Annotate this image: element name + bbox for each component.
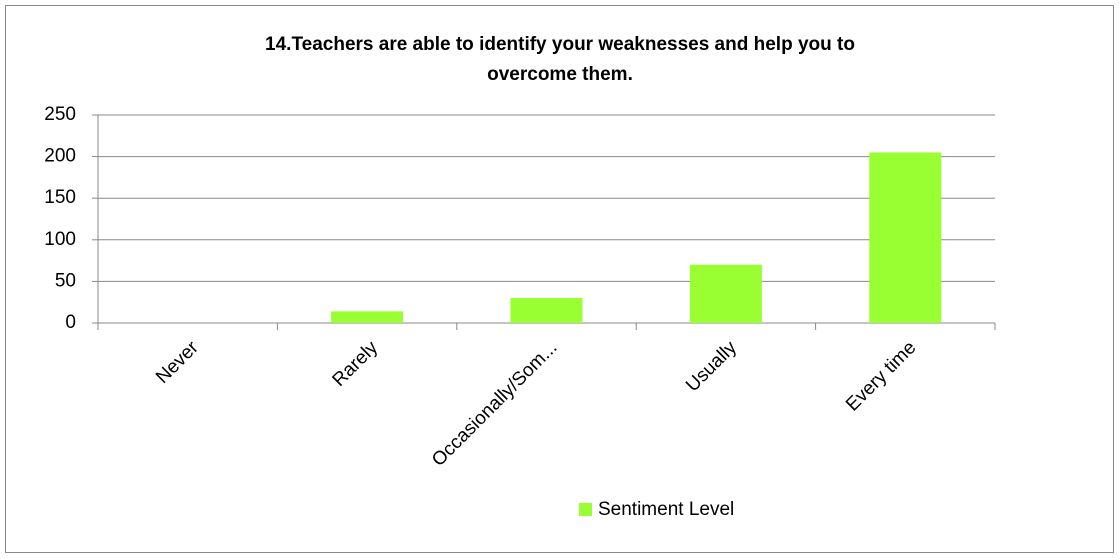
bar: [689, 264, 762, 323]
bar: [331, 311, 404, 323]
y-tick-label: 0: [65, 312, 76, 333]
y-tick-label: 200: [44, 146, 76, 167]
chart-title: overcome them.: [487, 64, 633, 85]
chart-title: 14.Teachers are able to identify your we…: [265, 34, 855, 55]
legend-label: Sentiment Level: [598, 499, 734, 520]
y-tick-label: 100: [44, 229, 76, 250]
y-tick-label: 250: [44, 104, 76, 125]
y-tick-label: 50: [55, 270, 76, 291]
y-tick-label: 150: [44, 187, 76, 208]
bar: [510, 298, 583, 323]
bar: [869, 152, 942, 323]
chart-border: [5, 5, 1114, 553]
legend-swatch: [579, 503, 592, 516]
